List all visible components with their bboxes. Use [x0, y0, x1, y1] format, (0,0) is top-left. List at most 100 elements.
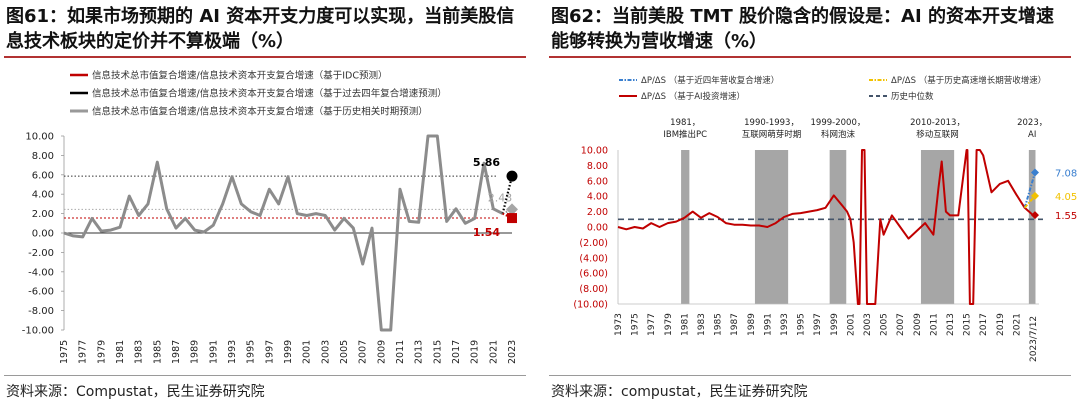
x-tick-label: 1983: [134, 340, 145, 364]
x-tick-label: 2019: [996, 313, 1006, 336]
legend-label: ΔP/ΔS （基于AI投资增速）: [641, 91, 745, 102]
marker-diamond-yellow: [1031, 191, 1039, 200]
x-tick-label: 2013: [946, 313, 956, 336]
x-tick-label: 1993: [780, 313, 790, 336]
left-chart-panel: 图61：如果市场预期的 AI 资本开支力度可以实现，当前美股信息技术板块的定价并…: [0, 0, 535, 404]
x-tick-label: 1975: [59, 340, 70, 364]
right-chart-title: 图62：当前美股 TMT 股价隐含的假设是：AI 的资本开支增速能够转换为营收增…: [551, 6, 1054, 52]
legend-label: 信息技术总市值复合增速/信息技术资本开支复合增速（基于IDC预测）: [92, 70, 387, 82]
x-tick-label: 1979: [96, 340, 107, 364]
projection-blue: [1023, 172, 1036, 209]
x-tick-label: 2005: [339, 340, 350, 364]
y-tick-label: 6.00: [587, 176, 608, 187]
y-tick-label: 2.00: [587, 207, 608, 218]
y-tick-label: 8.00: [587, 161, 608, 172]
legend-entry: ΔP/ΔS （基于AI投资增速）: [619, 91, 745, 102]
x-tick-label: 2023: [507, 340, 518, 364]
y-tick-label: -2.00: [28, 248, 54, 259]
y-tick-label: -8.00: [28, 306, 54, 317]
right-title-rule: [549, 56, 1071, 58]
left-source-note: 资料来源：Compustat，民生证券研究院: [6, 384, 265, 400]
right-chart-panel: 图62：当前美股 TMT 股价隐含的假设是：AI 的资本开支增速能够转换为营收增…: [545, 0, 1080, 404]
y-tick-label: -6.00: [28, 287, 54, 298]
legend-label: 信息技术总市值复合增速/信息技术资本开支复合增速（基于过去四年复合增速预测）: [92, 88, 447, 100]
legend-entry: 信息技术总市值复合增速/信息技术资本开支复合增速（基于IDC预测）: [70, 70, 387, 82]
x-tick-label: 1981: [680, 313, 690, 336]
legend-label: ΔP/ΔS （基于近四年营收复合增速）: [641, 75, 779, 86]
legend-label: 历史中位数: [891, 91, 934, 102]
end-label: 7.08: [1055, 168, 1077, 179]
marker-circle-black: [506, 170, 518, 182]
marker-diamond-grey: [506, 203, 518, 216]
period-band: [1028, 150, 1036, 304]
x-tick-label: 1989: [747, 313, 757, 336]
projection-yellow: [1023, 195, 1036, 209]
y-tick-label: 10.00: [581, 146, 608, 157]
y-tick-label: 8.00: [32, 151, 54, 162]
x-tick-label: 2001: [302, 340, 313, 364]
x-tick-label: 1985: [714, 313, 724, 336]
left-source-rule: [4, 375, 526, 376]
right-source-rule: [549, 375, 1071, 376]
y-tick-label: -10.00: [22, 326, 54, 337]
x-tick-label: 1997: [264, 340, 275, 364]
period-band: [754, 150, 789, 304]
y-tick-label: 0.00: [32, 229, 54, 240]
left-title-rule: [4, 56, 526, 58]
x-tick-label: 2001: [846, 313, 856, 336]
period-band: [829, 150, 847, 304]
x-tick-label: 2011: [395, 340, 406, 364]
y-tick-label: (2.00): [579, 238, 608, 249]
x-tick-label: 1979: [664, 313, 674, 336]
x-tick-label: 1987: [171, 340, 182, 364]
y-tick-label: (6.00): [579, 269, 608, 280]
x-tick-label: 2007: [358, 340, 369, 364]
point-label-red: 1.54: [473, 226, 500, 239]
x-tick-label: 2015: [963, 313, 973, 336]
legend-entry: 信息技术总市值复合增速/信息技术资本开支复合增速（基于历史相关时期预测）: [70, 106, 428, 118]
x-tick-label: 1999: [830, 313, 840, 336]
x-tick-label: 2021: [488, 340, 499, 364]
x-tick-label: 2021: [1012, 313, 1022, 336]
period-annotation: 1990-1993，互联网萌芽时期: [742, 118, 802, 140]
y-tick-label: -4.00: [28, 267, 54, 278]
point-label-grey: 2.43: [488, 191, 513, 204]
point-label-black: 5.86: [473, 156, 500, 169]
x-tick-label: 2005: [880, 313, 890, 336]
series-line-red: [617, 149, 1034, 305]
x-tick-label: 1991: [208, 340, 219, 364]
x-tick-label: 1991: [763, 313, 773, 336]
y-tick-label: (4.00): [579, 253, 608, 264]
end-label: 4.05: [1055, 192, 1077, 203]
right-source-note: 资料来源：compustat，民生证券研究院: [551, 384, 808, 400]
y-tick-label: 4.00: [587, 192, 608, 203]
y-tick-label: (10.00): [573, 300, 608, 311]
legend-entry: 历史中位数: [869, 91, 934, 102]
marker-square-red: [507, 213, 517, 224]
projection-connector: [501, 175, 514, 214]
x-tick-label: 2009: [913, 313, 923, 336]
marker-diamond-red: [1031, 211, 1039, 220]
y-tick-label: 6.00: [32, 170, 54, 181]
x-tick-label: 1997: [813, 313, 823, 336]
x-tick-label: 1993: [227, 340, 238, 364]
x-tick-label: 1983: [697, 313, 707, 336]
x-tick-label: 1973: [614, 313, 624, 336]
period-annotation: 2023， AI: [1017, 118, 1047, 140]
end-label: 1.55: [1055, 211, 1077, 222]
x-tick-label: 2007: [896, 313, 906, 336]
x-tick-label: 2017: [979, 313, 989, 336]
x-tick-label: 1995: [797, 313, 807, 336]
period-annotation: 1999-2000，科网泡沫: [811, 118, 866, 140]
legend-entry: ΔP/ΔS （基于近四年营收复合增速）: [619, 75, 779, 86]
legend-entry: 信息技术总市值复合增速/信息技术资本开支复合增速（基于过去四年复合增速预测）: [70, 88, 447, 100]
y-tick-label: 0.00: [587, 223, 608, 234]
x-tick-label: 1985: [152, 340, 163, 364]
series-line-grey: [63, 134, 504, 332]
y-tick-label: (8.00): [579, 284, 608, 295]
x-tick-label: 1975: [631, 313, 641, 336]
legend-entry: ΔP/ΔS （基于历史高速增长期营收增速）: [869, 75, 1046, 86]
x-tick-label: 2019: [470, 340, 481, 364]
period-band: [920, 150, 955, 304]
period-annotation: 2010-2013，移动互联网: [910, 118, 965, 140]
